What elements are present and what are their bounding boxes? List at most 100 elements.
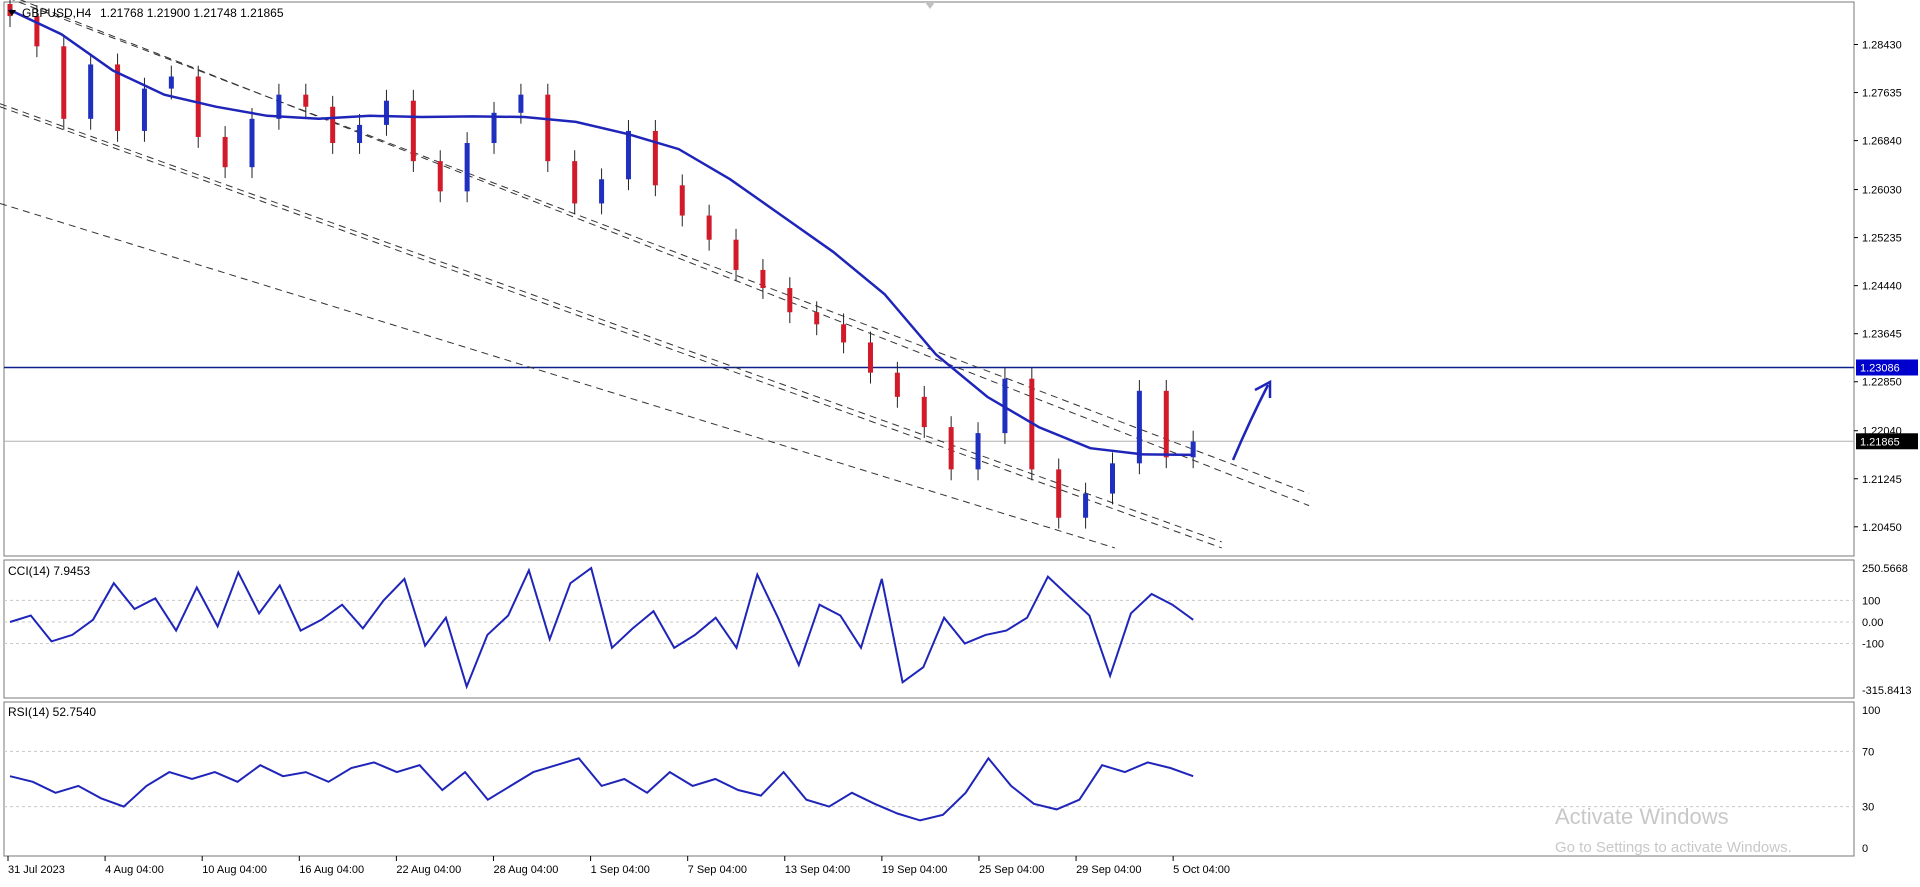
candle-down [115, 64, 121, 131]
candle-up [276, 94, 282, 119]
candle-down [61, 46, 67, 119]
time-tick-label: 25 Sep 04:00 [979, 864, 1044, 876]
cci-series-line [9, 566, 1194, 690]
candle-down [894, 372, 900, 397]
scroll-marker-icon [925, 2, 935, 9]
price-label-box [1856, 433, 1918, 450]
trendline [0, 103, 1222, 543]
price-label-text: 1.23086 [1860, 362, 1900, 374]
cci-tick-label: -100 [1862, 639, 1884, 651]
price-tick-label: 1.27635 [1862, 88, 1902, 100]
time-tick-label: 1 Sep 04:00 [591, 864, 650, 876]
candle-down [867, 342, 873, 373]
price-tick-label: 1.24440 [1862, 281, 1902, 293]
trendline [0, 106, 1222, 549]
candle-up [599, 179, 605, 204]
candle-down [814, 312, 820, 325]
price-tick-label: 1.26840 [1862, 136, 1902, 148]
candle-down [34, 16, 40, 47]
candle-up [625, 130, 631, 180]
rsi-tick-label: 30 [1862, 802, 1874, 814]
up-arrow-annotation [1231, 379, 1272, 461]
cci-tick-label: 100 [1862, 595, 1880, 607]
candle-down [841, 324, 847, 343]
time-tick-label: 31 Jul 2023 [8, 864, 65, 876]
candle-down [437, 161, 443, 192]
time-tick-label: 19 Sep 04:00 [882, 864, 947, 876]
candle-down [679, 185, 685, 216]
cci-label: CCI(14) 7.9453 [8, 564, 90, 578]
candle-down [921, 396, 927, 428]
symbol-dropdown-icon[interactable] [8, 10, 16, 16]
time-tick-label: 13 Sep 04:00 [785, 864, 850, 876]
price-label-text: 1.21865 [1860, 436, 1900, 448]
watermark-line1: Activate Windows [1555, 804, 1729, 829]
candle-down [787, 288, 793, 313]
candle-up [168, 76, 174, 89]
time-tick-label: 22 Aug 04:00 [396, 864, 461, 876]
candle-up [464, 143, 470, 192]
time-tick-label: 28 Aug 04:00 [493, 864, 558, 876]
candle-up [1083, 493, 1089, 518]
time-tick-label: 5 Oct 04:00 [1173, 864, 1230, 876]
watermark-line2: Go to Settings to activate Windows. [1555, 839, 1792, 856]
candle-down [545, 94, 551, 162]
candle-down [733, 239, 739, 270]
time-tick-label: 4 Aug 04:00 [105, 864, 164, 876]
candle-down [222, 136, 228, 168]
trendline [19, 0, 1310, 507]
time-tick-label: 29 Sep 04:00 [1076, 864, 1141, 876]
cci-tick-label: 250.5668 [1862, 563, 1908, 575]
rsi-tick-label: 70 [1862, 746, 1874, 758]
candle-down [948, 427, 954, 470]
time-tick-label: 16 Aug 04:00 [299, 864, 364, 876]
candle-up [1190, 441, 1196, 458]
trendline [0, 202, 1116, 549]
main-panel-frame [3, 1, 1855, 557]
time-tick-label: 10 Aug 04:00 [202, 864, 267, 876]
ohlc-label: 1.21768 1.21900 1.21748 1.21865 [100, 6, 284, 20]
price-tick-label: 1.20450 [1862, 522, 1902, 534]
candle-up [357, 124, 363, 144]
price-tick-label: 1.25235 [1862, 233, 1902, 245]
candle-up [249, 118, 255, 168]
rsi-tick-label: 0 [1862, 843, 1868, 855]
candle-up [975, 433, 981, 470]
cci-panel-frame [3, 559, 1855, 699]
candle-down [572, 161, 578, 204]
moving-average-line [9, 8, 1194, 457]
candle-up [1109, 463, 1115, 494]
cci-tick-label: 0.00 [1862, 617, 1883, 629]
candle-down [330, 106, 336, 144]
price-tick-label: 1.22850 [1862, 377, 1902, 389]
rsi-series-line [9, 756, 1194, 822]
candle-down [410, 100, 416, 162]
candle-up [491, 112, 497, 144]
candle-down [195, 76, 201, 137]
price-tick-label: 1.23645 [1862, 329, 1902, 341]
price-tick-label: 1.21245 [1862, 474, 1902, 486]
time-tick-label: 7 Sep 04:00 [688, 864, 747, 876]
candle-down [652, 130, 658, 186]
candle-up [88, 64, 94, 119]
candle-up [518, 94, 524, 113]
candle-down [303, 94, 309, 107]
price-tick-label: 1.28430 [1862, 39, 1902, 51]
candle-up [383, 100, 389, 125]
price-label-box [1856, 359, 1918, 376]
candle-down [1163, 390, 1169, 458]
cci-tick-label: -315.8413 [1862, 685, 1912, 697]
candle-down [760, 269, 766, 289]
trendline [11, 0, 1310, 495]
symbol-label: GBPUSD,H4 [22, 6, 92, 20]
rsi-tick-label: 100 [1862, 705, 1880, 717]
candle-up [1136, 390, 1142, 464]
candle-up [141, 88, 147, 131]
rsi-label: RSI(14) 52.7540 [8, 705, 96, 719]
candle-down [706, 215, 712, 240]
candle-down [1056, 469, 1062, 518]
rsi-panel-frame [3, 701, 1855, 857]
price-tick-label: 1.26030 [1862, 185, 1902, 197]
